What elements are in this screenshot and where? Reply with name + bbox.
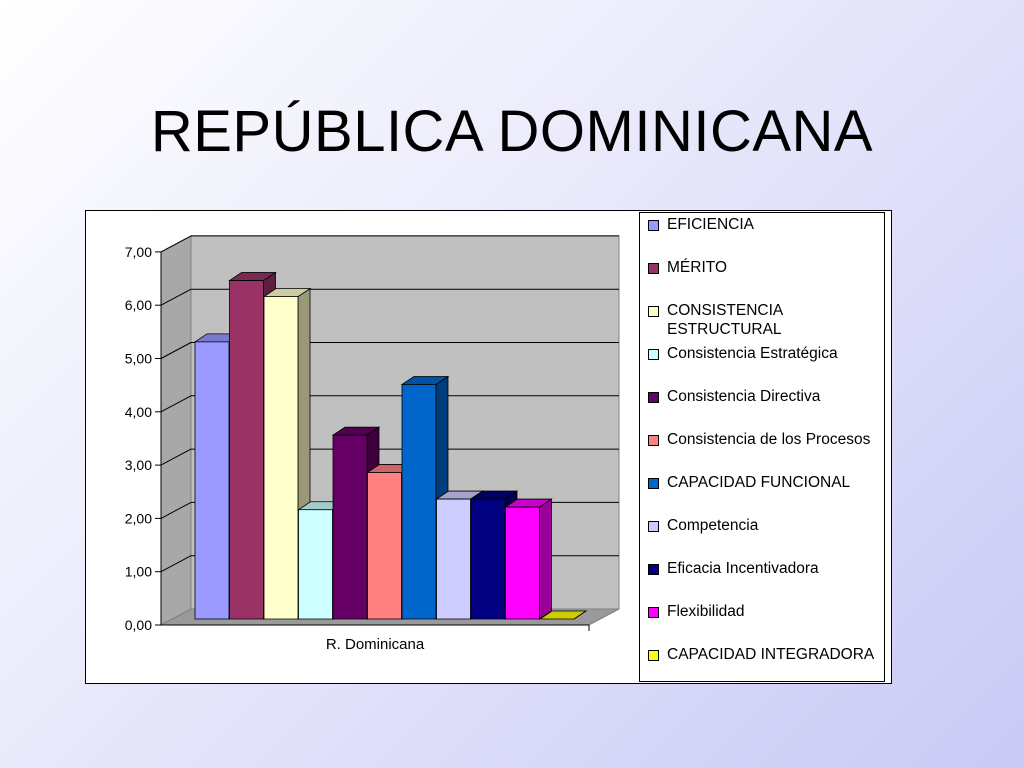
x-category-label: R. Dominicana (326, 636, 425, 653)
legend-label: Eficacia Incentivadora (667, 560, 819, 577)
legend-swatch (648, 349, 659, 360)
legend-swatch (648, 521, 659, 532)
legend-swatch (648, 306, 659, 317)
legend-swatch (648, 220, 659, 231)
legend-label: Consistencia Directiva (667, 388, 821, 405)
y-tick-label: 7,00 (125, 244, 152, 260)
legend-swatch (648, 478, 659, 489)
legend-swatch (648, 263, 659, 274)
y-tick-label: 3,00 (125, 457, 152, 473)
legend-label: Flexibilidad (667, 603, 745, 620)
y-tick-label: 1,00 (125, 564, 152, 580)
legend-swatch (648, 564, 659, 575)
legend-swatch (648, 607, 659, 618)
y-tick-label: 5,00 (125, 351, 152, 367)
bar-flexibilidad (504, 498, 553, 620)
gridline (160, 288, 192, 306)
legend-label: EFICIENCIA (667, 216, 754, 233)
legend-swatch (648, 650, 659, 661)
gridline (160, 448, 192, 466)
legend-label: Competencia (667, 517, 759, 534)
chart-legend: EFICIENCIA MÉRITO CONSISTENCIA ESTRUCTURAL… (639, 212, 885, 682)
legend-label: MÉRITO (667, 259, 727, 276)
bar-capacidad-integradora (538, 610, 588, 620)
legend-label: CAPACIDAD FUNCIONAL (667, 474, 851, 491)
legend-swatch (648, 435, 659, 446)
legend-label: CONSISTENCIA ESTRUCTURAL (667, 302, 783, 338)
legend-label: Consistencia de los Procesos (667, 431, 871, 448)
bar-chart: 0,00 1,00 2,00 3,00 4,00 5,00 6,00 7,00 R. Domin… (125, 235, 620, 653)
gridline (160, 395, 192, 413)
slide-title: REPÚBLICA DOMINICANA (150, 99, 874, 164)
y-tick-label: 2,00 (125, 510, 152, 526)
y-tick-label: 0,00 (125, 617, 152, 633)
gridline (160, 555, 192, 573)
gridline (160, 235, 192, 253)
gridline (160, 342, 192, 359)
legend-label: Consistencia Estratégica (667, 345, 838, 362)
legend-swatch (648, 392, 659, 403)
chart-side-wall (160, 235, 192, 626)
legend-label: CAPACIDAD INTEGRADORA (667, 646, 875, 663)
gridline (160, 501, 192, 519)
y-tick-label: 4,00 (125, 404, 152, 420)
y-tick-label: 6,00 (125, 297, 152, 313)
